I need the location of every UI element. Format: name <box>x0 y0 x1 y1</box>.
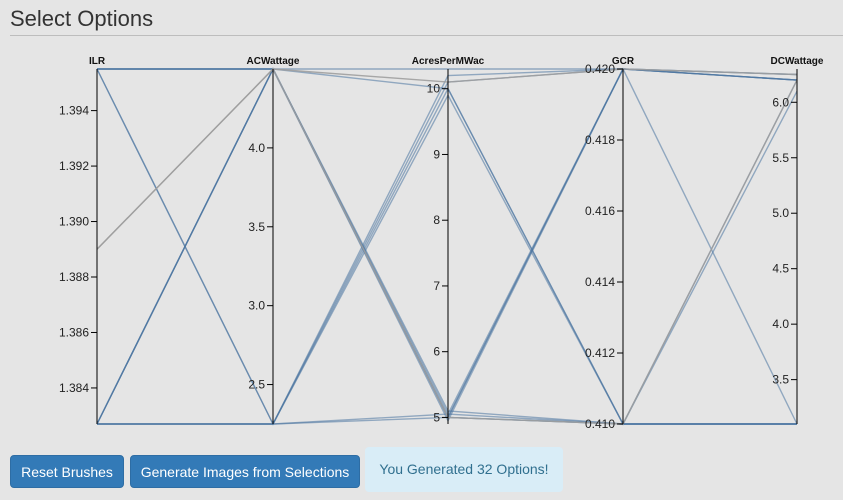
axis-title: ACWattage <box>247 56 300 67</box>
tick-label: 10 <box>427 82 441 96</box>
status-alert: You Generated 32 Options! <box>365 447 563 492</box>
data-line <box>96 67 798 425</box>
tick-label: 3.5 <box>772 373 789 387</box>
axis-ilr[interactable]: ILR 1.384 1.386 1.388 1.390 1.392 1.394 <box>59 56 106 424</box>
axis-gcr[interactable]: GCR 0.410 0.412 0.414 0.416 0.418 0.420 <box>585 56 635 431</box>
tick-label: 5.5 <box>772 151 789 165</box>
tick-label: 4.5 <box>772 262 789 276</box>
axis-title: GCR <box>612 56 635 67</box>
data-line <box>97 68 798 426</box>
tick-label: 6.0 <box>772 95 789 109</box>
tick-label: 0.412 <box>585 346 615 360</box>
reset-brushes-button[interactable]: Reset Brushes <box>10 455 124 488</box>
data-line <box>96 68 797 426</box>
tick-label: 5 <box>433 410 440 424</box>
tick-label: 4.0 <box>772 317 789 331</box>
tick-label: 1.388 <box>59 270 89 284</box>
axes-group[interactable]: ILR 1.384 1.386 1.388 1.390 1.392 1.394 ACWatta… <box>59 56 824 431</box>
polylines-group <box>96 67 798 426</box>
axis-title: ILR <box>89 56 106 67</box>
tick-label: 2.5 <box>248 378 265 392</box>
data-line <box>96 67 797 425</box>
data-line <box>96 68 798 426</box>
axis-acrespermwac[interactable]: AcresPerMWac 5 6 7 8 9 10 <box>412 56 485 424</box>
data-line <box>97 68 797 425</box>
tick-label: 0.410 <box>585 417 615 431</box>
data-line <box>96 67 798 425</box>
tick-label: 6 <box>433 345 440 359</box>
generate-images-button[interactable]: Generate Images from Selections <box>130 455 360 488</box>
data-line <box>97 67 798 425</box>
data-line <box>97 68 798 425</box>
tick-label: 0.416 <box>585 204 615 218</box>
tick-label: 3.5 <box>248 220 265 234</box>
data-line <box>96 67 797 425</box>
data-line <box>97 68 798 425</box>
tick-label: 1.384 <box>59 381 89 395</box>
title-divider <box>10 35 843 36</box>
axis-title: AcresPerMWac <box>412 56 485 67</box>
axis-dcwattage[interactable]: DCWattage 3.5 4.0 4.5 5.0 5.5 6.0 <box>771 56 824 424</box>
tick-label: 5.0 <box>772 206 789 220</box>
tick-label: 1.386 <box>59 325 89 339</box>
tick-label: 8 <box>433 213 440 227</box>
data-line <box>97 68 798 425</box>
page-title: Select Options <box>10 6 154 31</box>
axis-title: DCWattage <box>771 56 824 67</box>
data-line <box>96 67 798 425</box>
tick-label: 7 <box>433 279 440 293</box>
tick-label: 0.414 <box>585 275 615 289</box>
tick-label: 1.394 <box>59 104 89 118</box>
axis-acwattage[interactable]: ACWattage 2.5 3.0 3.5 4.0 <box>247 56 300 424</box>
tick-label: 3.0 <box>248 299 265 313</box>
parallel-coordinates-chart[interactable]: ILR 1.384 1.386 1.388 1.390 1.392 1.394 ACWatta… <box>0 0 843 440</box>
tick-label: 4.0 <box>248 141 265 155</box>
tick-label: 1.392 <box>59 159 89 173</box>
tick-label: 0.420 <box>585 62 615 76</box>
tick-label: 0.418 <box>585 133 615 147</box>
tick-label: 1.390 <box>59 215 89 229</box>
tick-label: 9 <box>433 147 440 161</box>
